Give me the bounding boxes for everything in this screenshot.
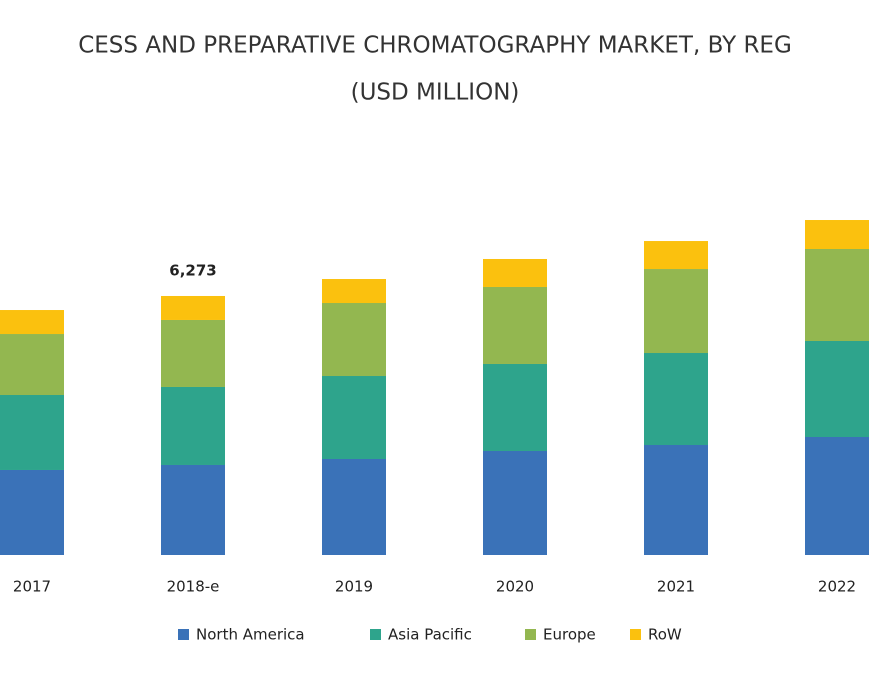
bar-segment	[805, 248, 869, 341]
bar-segment	[805, 436, 869, 555]
x-tick-label: 2017	[13, 578, 51, 596]
x-tick-label: 2020	[496, 578, 534, 596]
bar-segment	[644, 353, 708, 446]
bar-segment	[483, 450, 547, 555]
chart-subtitle: (USD MILLION)	[351, 80, 520, 106]
bar-segment	[483, 363, 547, 451]
legend-label: Europe	[543, 626, 596, 644]
bar-segment	[0, 469, 64, 555]
legend-swatch	[525, 629, 536, 640]
bar-segment	[161, 464, 225, 555]
bar-segment	[483, 258, 547, 287]
bar-segment	[805, 220, 869, 249]
bar-segment	[644, 445, 708, 555]
bar-segment	[161, 319, 225, 387]
chart-title: CESS AND PREPARATIVE CHROMATOGRAPHY MARK…	[78, 33, 792, 59]
legend-swatch	[370, 629, 381, 640]
bar-segment	[161, 386, 225, 465]
x-tick-label: 2019	[335, 578, 373, 596]
bar-segment	[483, 286, 547, 364]
legend-swatch	[630, 629, 641, 640]
bar-segment	[0, 334, 64, 396]
x-tick-label: 2018-e	[167, 578, 220, 596]
bar-segment	[322, 279, 386, 304]
bar-segment	[644, 241, 708, 270]
x-tick-label: 2022	[818, 578, 856, 596]
x-tick-label: 2021	[657, 578, 695, 596]
bar-segment	[805, 340, 869, 437]
legend-label: RoW	[648, 626, 682, 644]
bar-segment	[322, 376, 386, 460]
bar-segment	[0, 395, 64, 470]
bar-segment	[644, 269, 708, 354]
bar-segment	[0, 310, 64, 335]
legend-swatch	[178, 629, 189, 640]
bar-segment	[322, 303, 386, 377]
total-label: 6,273	[169, 261, 216, 279]
legend-label: North America	[196, 626, 305, 644]
legend-label: Asia Pacific	[388, 626, 472, 644]
bar-segment	[161, 295, 225, 320]
bar-segment	[322, 459, 386, 555]
